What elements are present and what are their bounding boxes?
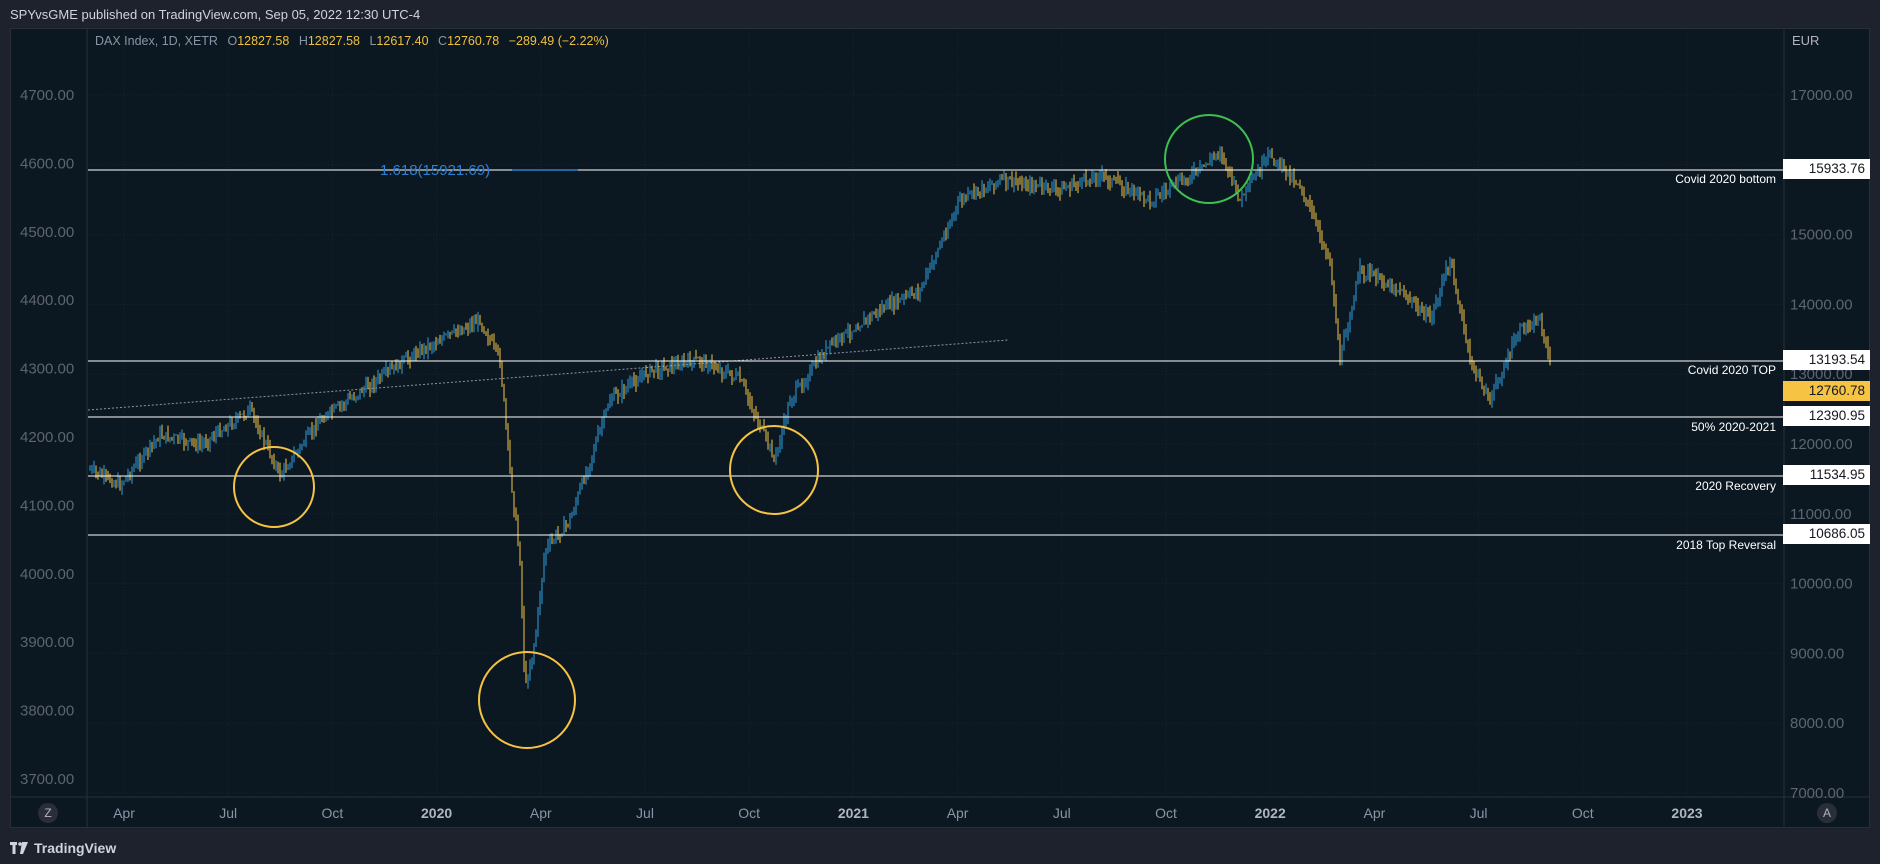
left-axis-tick: 4500.00 xyxy=(20,224,74,241)
left-axis-tick: 4700.00 xyxy=(20,87,74,104)
highlight-circle-oct-2020[interactable] xyxy=(729,425,819,515)
left-axis-tick: 4100.00 xyxy=(20,497,74,514)
time-axis-tick: Oct xyxy=(738,805,760,821)
tradingview-logo[interactable]: TradingView xyxy=(10,840,116,856)
left-price-axis[interactable]: 4700.00 4600.00 4500.00 4400.00 4300.00 4200.… xyxy=(20,87,74,788)
left-axis-tick: 4600.00 xyxy=(20,155,74,172)
level-lines[interactable] xyxy=(88,169,1783,536)
auto-zoom-button[interactable]: Z xyxy=(38,803,58,823)
tradingview-icon xyxy=(10,842,28,854)
right-axis-tick: 14000.00 xyxy=(1790,296,1853,313)
right-axis-tick: 13000.00 xyxy=(1790,366,1853,383)
time-axis-tick: Jul xyxy=(1053,805,1071,821)
left-axis-tick: 3800.00 xyxy=(20,703,74,720)
price-tag-50pct: 12390.95 xyxy=(1783,406,1870,426)
time-axis[interactable]: Apr Jul Oct 2020 Apr Jul Oct 2021 Apr Jul Oct 2022 A… xyxy=(113,805,1703,821)
left-axis-tick: 3700.00 xyxy=(20,771,74,788)
left-axis-tick: 3900.00 xyxy=(20,634,74,651)
price-tag-covid-top: 13193.54 xyxy=(1783,350,1870,370)
level-label-50pct: 50% 2020-2021 xyxy=(1691,420,1776,434)
symbol-name: DAX Index, 1D, XETR xyxy=(95,34,218,48)
right-axis-tick: 17000.00 xyxy=(1790,87,1853,104)
right-price-axis[interactable]: 17000.0016000.0015000.0014000.0013000.00… xyxy=(1790,87,1853,802)
fib-extension-label: 1.618(15921.69) xyxy=(380,162,490,179)
open-value: 12827.58 xyxy=(237,34,290,48)
level-label-2018-top: 2018 Top Reversal xyxy=(1676,538,1776,552)
left-axis-tick: 4300.00 xyxy=(20,361,74,378)
close-label: C xyxy=(438,34,448,48)
left-axis-tick: 4000.00 xyxy=(20,566,74,583)
grid-lines xyxy=(88,29,1783,797)
dotted-trendline[interactable] xyxy=(87,339,1009,411)
symbol-legend[interactable]: DAX Index, 1D, XETR O12827.58 H12827.58 … xyxy=(95,34,609,48)
time-axis-tick: Apr xyxy=(113,805,135,821)
close-value: 12760.78 xyxy=(447,34,500,48)
left-axis-tick: 4400.00 xyxy=(20,292,74,309)
price-tag-last: 12760.78 xyxy=(1783,381,1870,401)
highlight-circle-2019[interactable] xyxy=(233,446,315,528)
time-axis-tick: Apr xyxy=(947,805,969,821)
time-axis-tick: Oct xyxy=(1155,805,1177,821)
tradingview-brand: TradingView xyxy=(34,840,117,856)
right-axis-tick: 7000.00 xyxy=(1790,785,1844,802)
time-axis-tick: Apr xyxy=(530,805,552,821)
currency-label[interactable]: EUR xyxy=(1792,33,1820,48)
open-label: O xyxy=(227,34,238,48)
right-axis-tick: 12000.00 xyxy=(1790,436,1853,453)
time-axis-tick: Jul xyxy=(219,805,237,821)
price-tag-covid-bottom: 15933.76 xyxy=(1783,159,1870,179)
time-axis-tick: 2020 xyxy=(421,805,452,821)
highlight-circle-covid-low[interactable] xyxy=(478,651,576,749)
high-label: H xyxy=(298,34,308,48)
right-axis-tick: 10000.00 xyxy=(1790,576,1853,593)
auto-scale-button[interactable]: A xyxy=(1817,803,1837,823)
highlight-circle-top-2021[interactable] xyxy=(1164,114,1254,204)
price-tag-2020-recovery: 11534.95 xyxy=(1783,465,1870,485)
change-value: −289.49 (−2.22%) xyxy=(508,34,609,48)
publish-header: SPYvsGME published on TradingView.com, S… xyxy=(0,0,1880,30)
time-axis-tick: 2022 xyxy=(1255,805,1286,821)
footer: TradingView xyxy=(0,832,1880,864)
time-axis-tick: 2023 xyxy=(1671,805,1702,821)
candles xyxy=(89,146,1551,689)
right-axis-tick: 11000.00 xyxy=(1790,506,1851,523)
time-axis-tick: Jul xyxy=(1470,805,1488,821)
price-tag-2018-top: 10686.05 xyxy=(1783,524,1870,544)
time-axis-tick: Oct xyxy=(322,805,344,821)
low-value: 12617.40 xyxy=(376,34,429,48)
time-axis-tick: Apr xyxy=(1364,805,1386,821)
time-axis-tick: Jul xyxy=(636,805,654,821)
publish-line: SPYvsGME published on TradingView.com, S… xyxy=(10,7,421,22)
level-label-covid-bottom: Covid 2020 bottom xyxy=(1675,172,1776,186)
level-label-covid-top: Covid 2020 TOP xyxy=(1687,363,1776,377)
low-label: L xyxy=(369,34,377,48)
chart-pane[interactable] xyxy=(10,28,1870,828)
right-axis-tick: 8000.00 xyxy=(1790,715,1844,732)
time-axis-tick: Oct xyxy=(1572,805,1594,821)
time-axis-tick: 2021 xyxy=(838,805,869,821)
left-axis-tick: 4200.00 xyxy=(20,429,74,446)
level-label-2020-recovery: 2020 Recovery xyxy=(1695,479,1776,493)
high-value: 12827.58 xyxy=(307,34,360,48)
right-axis-tick: 9000.00 xyxy=(1790,645,1844,662)
right-axis-tick: 15000.00 xyxy=(1790,227,1853,244)
